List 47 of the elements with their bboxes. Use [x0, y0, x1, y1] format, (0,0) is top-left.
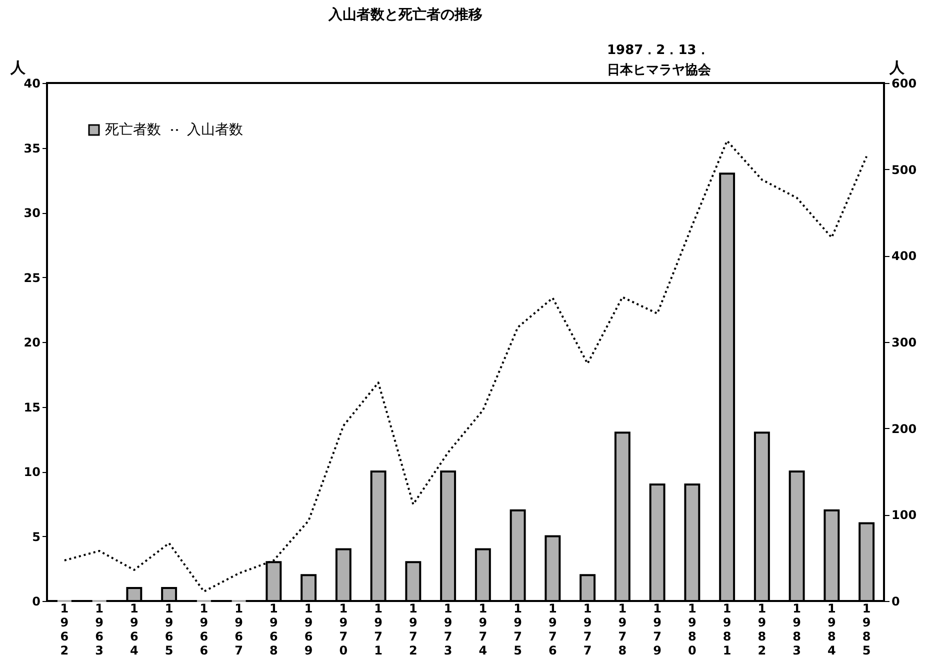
- x-tick-label: 1973: [444, 602, 452, 658]
- y-tick-label: 0: [32, 594, 40, 608]
- y2-tick-label: 600: [892, 76, 917, 90]
- x-tick-label: 1968: [270, 602, 278, 658]
- x-tick-label: 1974: [478, 602, 488, 658]
- y2-tick-label: 500: [892, 162, 917, 177]
- y-axis-title: 人: [10, 58, 26, 76]
- x-tick-label: 1966: [200, 602, 208, 658]
- x-tick-label: 1981: [722, 602, 732, 658]
- y-tick-label: 15: [24, 400, 40, 414]
- x-tick-label: 1983: [792, 602, 801, 658]
- y2-tick-label: 300: [892, 336, 917, 350]
- x-tick-label: 1972: [409, 602, 418, 658]
- x-tick-label: 1985: [862, 602, 871, 658]
- x-tick-label: 1977: [583, 602, 592, 658]
- x-tick-label: 1965: [164, 602, 174, 658]
- x-tick-label: 1964: [130, 602, 138, 658]
- text: 1987．2．13．: [607, 43, 710, 58]
- y-tick-label: 5: [32, 530, 40, 544]
- y-tick-label: 25: [24, 270, 40, 285]
- y2-tick-label: 400: [892, 249, 917, 264]
- y2-axis-title: 人: [888, 58, 906, 76]
- x-tick-label: 1978: [618, 602, 627, 658]
- legend-label: 入山者数: [187, 122, 243, 138]
- y-tick-label: 30: [24, 206, 40, 220]
- y-tick-label: 10: [24, 465, 40, 479]
- y-tick-label: 20: [24, 336, 40, 350]
- x-tick-label: 1967: [234, 602, 243, 658]
- x-tick-label: 1971: [374, 602, 382, 658]
- x-tick-label: 1970: [339, 602, 348, 658]
- text: 日本ヒマラヤ協会: [607, 63, 712, 78]
- chart-title: 入山者数と死亡者の推移: [328, 6, 482, 23]
- y2-tick-label: 200: [892, 422, 917, 436]
- legend-label: 死亡者数: [105, 122, 161, 138]
- y2-tick-label: 100: [892, 508, 917, 522]
- x-tick-label: 1962: [60, 602, 69, 658]
- x-tick-label: 1984: [828, 602, 836, 658]
- y2-tick-label: 0: [892, 594, 900, 608]
- x-tick-label: 1969: [304, 602, 313, 658]
- y-tick-label: 35: [24, 141, 40, 156]
- x-tick-label: 1976: [548, 602, 557, 658]
- y-tick-label: 40: [24, 76, 40, 90]
- x-tick-label: 1982: [758, 602, 766, 658]
- x-tick-label: 1980: [688, 602, 696, 658]
- x-tick-label: 1963: [95, 602, 104, 658]
- x-tick-label: 1975: [514, 602, 522, 658]
- x-tick-label: 1979: [653, 602, 662, 658]
